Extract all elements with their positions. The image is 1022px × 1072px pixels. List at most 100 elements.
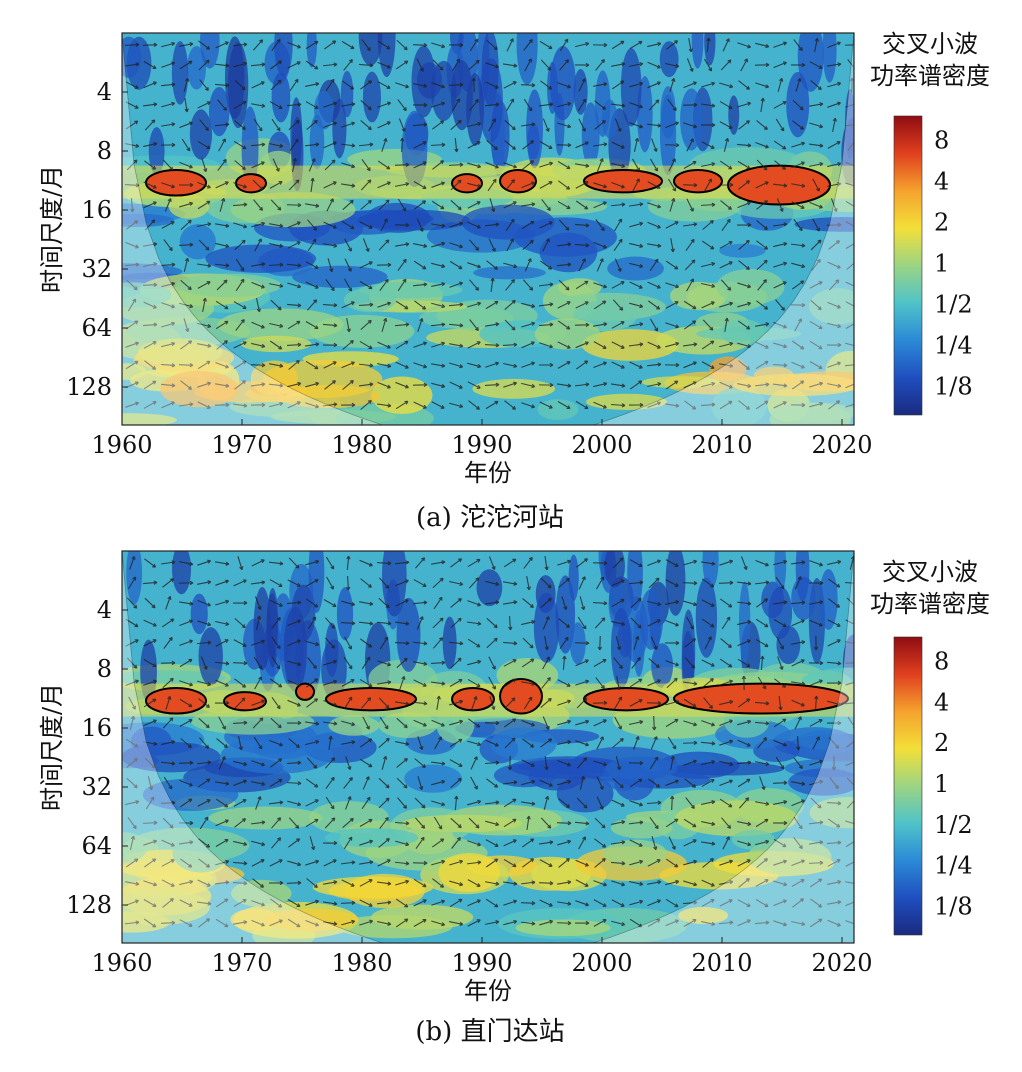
- phase-arrow: [196, 640, 212, 645]
- phase-arrow: [755, 801, 770, 806]
- phase-arrow: [323, 599, 337, 608]
- phase-arrow: [287, 241, 301, 249]
- phase-arrow: [340, 402, 356, 408]
- phase-arrow: [683, 559, 698, 566]
- phase-arrow: [701, 921, 716, 926]
- phase-arrow: [701, 381, 716, 388]
- phase-arrow: [253, 118, 263, 132]
- phase-arrow: [629, 302, 644, 309]
- power-blob: [809, 797, 854, 829]
- phase-arrow: [665, 579, 679, 587]
- power-blob: [220, 736, 334, 774]
- phase-arrow: [414, 557, 426, 569]
- phase-arrow: [233, 639, 247, 647]
- phase-arrow: [610, 383, 626, 388]
- phase-arrow: [340, 900, 356, 905]
- phase-arrow: [577, 616, 587, 630]
- phase-arrow: [755, 898, 769, 908]
- phase-arrow: [322, 323, 338, 328]
- phase-arrow: [719, 241, 733, 249]
- phase-arrow: [503, 162, 517, 169]
- phase-arrow: [665, 403, 680, 408]
- phase-arrow: [652, 715, 657, 731]
- phase-arrow: [521, 361, 536, 368]
- phase-arrow: [360, 120, 372, 131]
- phase-arrow: [756, 240, 769, 250]
- phase-arrow: [773, 321, 787, 329]
- phase-arrow: [431, 181, 445, 188]
- phase-arrow: [790, 302, 806, 308]
- phase-arrow: [180, 380, 193, 390]
- phase-arrow: [485, 739, 499, 747]
- phase-arrow: [143, 639, 157, 647]
- phase-arrow: [179, 42, 194, 47]
- y-tick-label: 64: [81, 314, 112, 342]
- phase-arrow: [252, 717, 264, 729]
- phase-arrow: [667, 178, 677, 192]
- phase-arrow: [846, 738, 854, 748]
- phase-arrow: [359, 340, 373, 350]
- phase-arrow: [197, 222, 212, 227]
- power-blob: [696, 326, 801, 341]
- phase-arrow: [233, 920, 248, 925]
- phase-arrow: [647, 859, 661, 867]
- significant-regions: [145, 164, 831, 206]
- phase-arrow: [129, 556, 136, 570]
- phase-arrow: [737, 859, 751, 867]
- phase-arrow: [143, 201, 157, 209]
- phase-arrow: [502, 881, 518, 886]
- power-blob: [122, 832, 148, 863]
- phase-arrow: [161, 321, 176, 328]
- phase-arrow: [198, 717, 210, 729]
- phase-arrow: [721, 616, 731, 630]
- phase-arrow: [414, 300, 427, 310]
- phase-arrow: [304, 142, 320, 147]
- phase-arrow: [503, 839, 517, 847]
- phase-arrow: [215, 242, 230, 249]
- phase-arrow: [413, 719, 427, 727]
- phase-arrow: [685, 797, 695, 809]
- phase-arrow: [362, 238, 370, 252]
- phase-arrow: [341, 720, 356, 727]
- phase-arrow: [665, 718, 679, 728]
- phase-arrow: [791, 361, 805, 369]
- power-blob: [515, 919, 611, 937]
- phase-arrow: [124, 183, 140, 188]
- phase-arrow: [395, 579, 409, 587]
- phase-arrow: [538, 302, 554, 307]
- phase-arrow: [269, 243, 284, 248]
- phase-arrow: [755, 400, 769, 410]
- power-blob: [808, 288, 854, 325]
- phase-arrow: [610, 202, 626, 207]
- phase-arrow: [755, 761, 770, 766]
- phase-arrow: [143, 659, 157, 668]
- phase-arrow: [430, 761, 446, 766]
- phase-arrow: [721, 817, 732, 829]
- phase-arrow: [702, 219, 714, 230]
- phase-arrow: [197, 101, 211, 109]
- phase-arrow: [233, 899, 247, 907]
- phase-arrow: [846, 260, 854, 270]
- phase-arrow: [827, 141, 841, 149]
- phase-arrow: [611, 920, 626, 927]
- phase-arrow: [719, 301, 734, 308]
- phase-arrow: [719, 363, 734, 368]
- phase-arrow: [595, 59, 605, 71]
- phase-arrow: [287, 699, 301, 707]
- phase-arrow: [613, 657, 623, 669]
- phase-arrow: [376, 900, 392, 905]
- phase-arrow: [593, 381, 608, 388]
- phase-arrow: [395, 60, 409, 70]
- phase-arrow: [469, 319, 479, 331]
- power-blob: [187, 45, 207, 90]
- phase-arrow: [485, 361, 500, 368]
- phase-arrow: [250, 820, 266, 825]
- phase-arrow: [541, 677, 551, 689]
- phase-arrow: [557, 901, 572, 906]
- phase-arrow: [397, 198, 407, 212]
- phase-arrow: [575, 900, 590, 907]
- phase-arrow: [826, 720, 842, 726]
- phase-arrow: [737, 840, 752, 847]
- phase-arrow: [322, 303, 338, 308]
